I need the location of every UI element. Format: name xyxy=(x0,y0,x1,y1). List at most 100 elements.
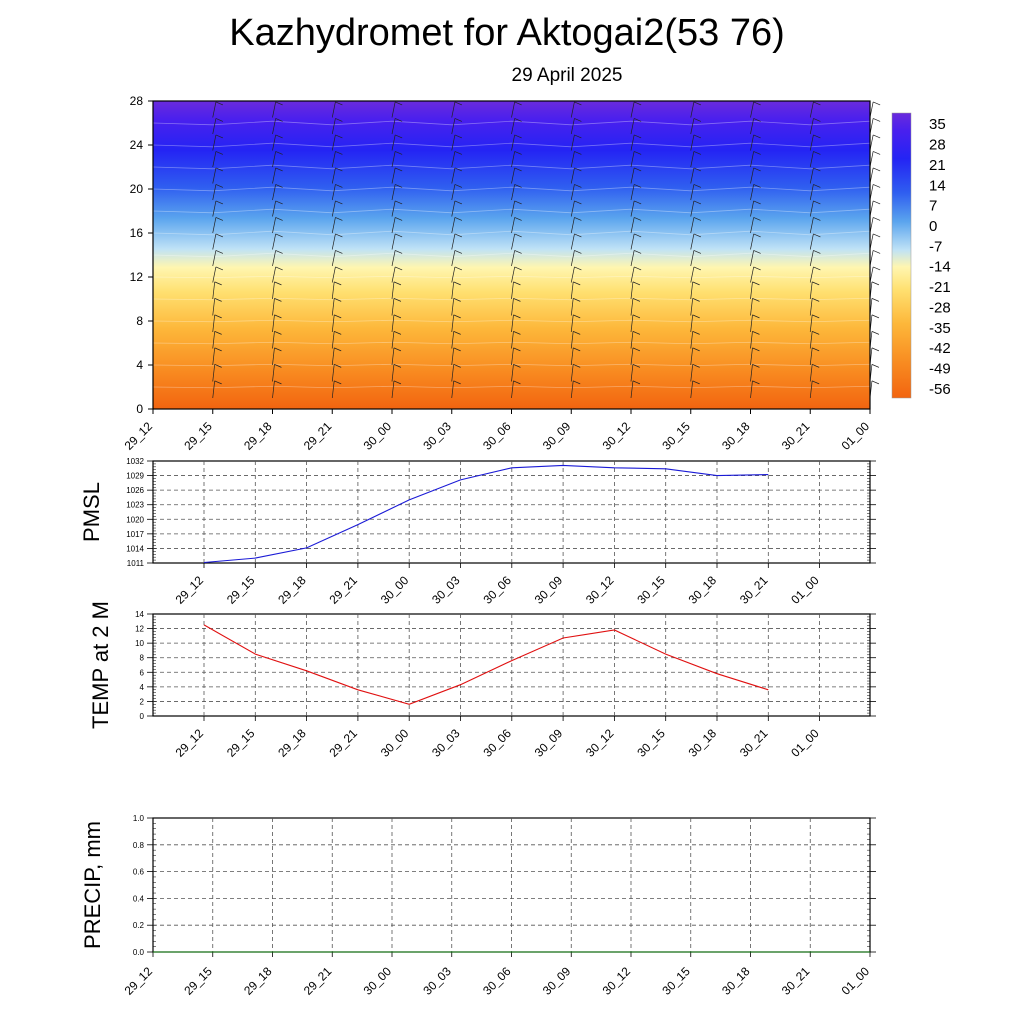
wind-barb-feather xyxy=(693,184,702,188)
wind-barb-feather xyxy=(752,380,760,385)
wind-barb xyxy=(391,167,396,184)
wind-barb xyxy=(331,298,335,316)
contour-line xyxy=(152,319,871,323)
wind-barb-feather xyxy=(753,167,761,172)
wind-barb xyxy=(331,347,335,366)
wind-barb xyxy=(451,314,455,333)
wind-barb-feather xyxy=(812,347,820,352)
wind-barb xyxy=(750,151,754,168)
colorbar-label: -28 xyxy=(929,299,951,316)
wind-barb-feather xyxy=(393,364,402,368)
wind-barb-feather xyxy=(574,250,582,254)
wind-barb-feather xyxy=(574,200,582,205)
wind-barb-feather xyxy=(395,250,403,254)
wind-barb-feather xyxy=(871,314,880,319)
x-tick-label: 29_21 xyxy=(327,726,361,760)
wind-barb xyxy=(570,118,575,135)
wind-barb xyxy=(391,380,395,399)
wind-barb xyxy=(630,347,634,366)
wind-barb-feather xyxy=(275,266,283,271)
wind-barb-feather xyxy=(275,151,283,155)
wind-barb-feather xyxy=(753,200,761,205)
wind-barb-feather xyxy=(514,167,522,172)
x-tick-label: 30_00 xyxy=(378,573,412,607)
wind-barb-feather xyxy=(813,151,821,155)
wind-barb-feather xyxy=(454,217,463,221)
wind-barb xyxy=(511,266,515,283)
wind-barb xyxy=(809,184,814,201)
wind-barb-feather xyxy=(514,250,522,254)
wind-barb-feather xyxy=(335,118,343,122)
y-tick-label: 1023 xyxy=(126,501,144,510)
wind-barb xyxy=(570,101,575,118)
wind-barb-feather xyxy=(454,167,463,172)
wind-barb-feather xyxy=(634,151,642,155)
wind-barb xyxy=(750,118,754,135)
wind-barb-feather xyxy=(812,380,820,385)
y-tick-label: 16 xyxy=(130,226,144,240)
wind-barb-feather xyxy=(873,134,881,139)
x-tick-label: 30_09 xyxy=(532,726,566,760)
wind-barb xyxy=(331,101,336,118)
wind-barb xyxy=(212,298,216,316)
wind-barb-feather xyxy=(453,380,461,385)
wind-barb-feather xyxy=(335,151,343,155)
wind-barb xyxy=(391,184,396,201)
x-tick-label: 29_12 xyxy=(122,419,156,453)
wind-barb xyxy=(391,217,396,234)
wind-barb-feather xyxy=(215,250,224,254)
wind-barb xyxy=(809,380,813,399)
wind-barb xyxy=(750,200,754,217)
wind-barb xyxy=(451,298,455,316)
wind-barb-feather xyxy=(215,266,224,271)
wind-barb xyxy=(690,134,695,151)
wind-barb xyxy=(750,266,754,283)
wind-barb xyxy=(690,314,694,333)
wind-barb xyxy=(272,217,276,234)
wind-barb-feather xyxy=(395,233,403,238)
wind-barb-feather xyxy=(454,101,463,106)
wind-barb-feather xyxy=(812,281,820,286)
x-tick-label: 29_15 xyxy=(224,573,258,607)
wind-barb xyxy=(750,364,753,382)
wind-barb xyxy=(391,281,395,300)
x-tick-label: 29_18 xyxy=(241,964,275,998)
wind-barb xyxy=(690,364,694,382)
wind-barb xyxy=(630,118,635,135)
wind-barb xyxy=(331,266,336,283)
wind-barb xyxy=(391,347,395,366)
wind-barb-feather xyxy=(692,314,700,319)
wind-barb xyxy=(570,298,574,316)
wind-barb-feather xyxy=(335,217,343,221)
wind-barb-feather xyxy=(334,298,342,302)
wind-barb-feather xyxy=(393,380,402,385)
wind-barb-feather xyxy=(634,233,642,238)
wind-barb xyxy=(451,134,456,151)
wind-barb xyxy=(690,347,694,366)
wind-barb xyxy=(809,167,814,184)
wind-barb xyxy=(750,281,753,300)
x-tick-label: 30_18 xyxy=(719,964,753,998)
wind-barb-feather xyxy=(514,184,522,188)
wind-barb-feather xyxy=(873,151,881,155)
wind-barb xyxy=(272,118,276,135)
colorbar-label: -56 xyxy=(929,381,951,398)
contour-line xyxy=(152,120,871,126)
wind-barb xyxy=(570,347,574,366)
wind-barb xyxy=(570,167,575,184)
wind-barb xyxy=(272,167,276,184)
wind-barb-feather xyxy=(215,200,224,205)
contour-line xyxy=(152,275,871,279)
wind-barb xyxy=(570,266,575,283)
x-tick-label: 30_09 xyxy=(540,964,574,998)
wind-barb-feather xyxy=(813,250,821,254)
wind-barb xyxy=(451,151,456,168)
y-tick-label: 6 xyxy=(140,668,145,677)
x-tick-label: 30_12 xyxy=(583,573,617,607)
y-tick-label: 1014 xyxy=(126,544,144,553)
wind-barb-feather xyxy=(753,101,761,106)
wind-barb xyxy=(331,134,336,151)
x-tick-label: 30_00 xyxy=(361,419,395,453)
wind-barb xyxy=(212,151,217,168)
